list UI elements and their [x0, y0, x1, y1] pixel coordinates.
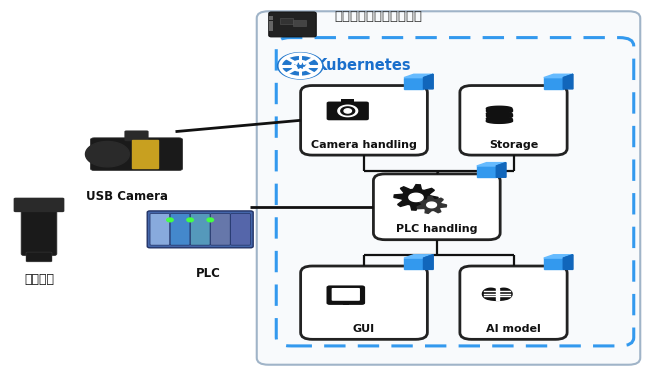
- Text: AI model: AI model: [486, 324, 541, 334]
- Polygon shape: [477, 162, 506, 166]
- Polygon shape: [86, 141, 129, 167]
- Polygon shape: [427, 202, 437, 208]
- Text: 駆動部品: 駆動部品: [24, 273, 54, 286]
- Bar: [341, 99, 354, 104]
- Polygon shape: [497, 162, 506, 166]
- FancyBboxPatch shape: [326, 285, 365, 305]
- Polygon shape: [486, 114, 512, 116]
- Polygon shape: [132, 140, 157, 168]
- FancyBboxPatch shape: [460, 266, 567, 339]
- Polygon shape: [338, 105, 358, 117]
- Text: GUI: GUI: [353, 324, 375, 334]
- Polygon shape: [563, 74, 573, 77]
- FancyBboxPatch shape: [300, 266, 428, 339]
- FancyBboxPatch shape: [21, 203, 57, 256]
- Polygon shape: [543, 258, 563, 269]
- Circle shape: [166, 218, 173, 222]
- Bar: [280, 18, 292, 24]
- Polygon shape: [404, 258, 424, 269]
- Polygon shape: [563, 74, 573, 89]
- Polygon shape: [486, 106, 512, 111]
- FancyBboxPatch shape: [90, 138, 183, 171]
- Polygon shape: [424, 255, 434, 269]
- FancyBboxPatch shape: [14, 198, 64, 212]
- Polygon shape: [543, 77, 563, 89]
- Polygon shape: [417, 196, 447, 213]
- Polygon shape: [486, 118, 512, 121]
- Polygon shape: [496, 288, 499, 300]
- Polygon shape: [424, 255, 434, 258]
- Text: Kubernetes: Kubernetes: [315, 58, 411, 73]
- Polygon shape: [497, 162, 506, 177]
- Bar: [269, 15, 273, 20]
- FancyBboxPatch shape: [332, 288, 360, 301]
- FancyBboxPatch shape: [124, 130, 149, 141]
- Polygon shape: [341, 107, 355, 115]
- FancyBboxPatch shape: [190, 214, 210, 245]
- Bar: [343, 303, 349, 305]
- Polygon shape: [543, 74, 573, 77]
- Polygon shape: [424, 74, 434, 89]
- Polygon shape: [486, 109, 512, 111]
- Polygon shape: [404, 77, 424, 89]
- FancyBboxPatch shape: [150, 214, 170, 245]
- Polygon shape: [563, 255, 573, 269]
- Text: USB Camera: USB Camera: [86, 190, 168, 203]
- Polygon shape: [404, 74, 434, 77]
- FancyBboxPatch shape: [211, 214, 230, 245]
- Circle shape: [207, 218, 213, 222]
- FancyBboxPatch shape: [170, 214, 190, 245]
- Polygon shape: [424, 74, 434, 77]
- Polygon shape: [477, 166, 497, 177]
- Text: Storage: Storage: [489, 139, 538, 150]
- FancyBboxPatch shape: [147, 211, 253, 248]
- FancyBboxPatch shape: [373, 174, 500, 240]
- Polygon shape: [563, 255, 573, 258]
- Text: PLC: PLC: [196, 267, 220, 280]
- Polygon shape: [486, 116, 512, 121]
- FancyBboxPatch shape: [231, 214, 250, 245]
- Polygon shape: [543, 255, 573, 258]
- Text: Camera handling: Camera handling: [311, 139, 417, 150]
- FancyBboxPatch shape: [327, 102, 369, 120]
- FancyBboxPatch shape: [26, 252, 52, 262]
- FancyBboxPatch shape: [257, 11, 640, 365]
- Polygon shape: [344, 109, 352, 113]
- Circle shape: [278, 53, 323, 79]
- Polygon shape: [486, 111, 512, 116]
- Polygon shape: [394, 185, 438, 210]
- Text: 小型エッジコンピュータ: 小型エッジコンピュータ: [335, 11, 422, 23]
- Bar: [269, 21, 273, 26]
- FancyBboxPatch shape: [300, 85, 428, 155]
- Bar: [269, 26, 273, 31]
- Polygon shape: [409, 193, 423, 202]
- Polygon shape: [495, 288, 512, 300]
- Text: PLC handling: PLC handling: [396, 224, 478, 234]
- FancyBboxPatch shape: [269, 12, 316, 37]
- Polygon shape: [404, 255, 434, 258]
- Polygon shape: [486, 119, 512, 123]
- Circle shape: [187, 218, 194, 222]
- FancyBboxPatch shape: [460, 85, 567, 155]
- Polygon shape: [486, 293, 508, 300]
- Bar: [292, 20, 306, 26]
- Polygon shape: [482, 288, 499, 300]
